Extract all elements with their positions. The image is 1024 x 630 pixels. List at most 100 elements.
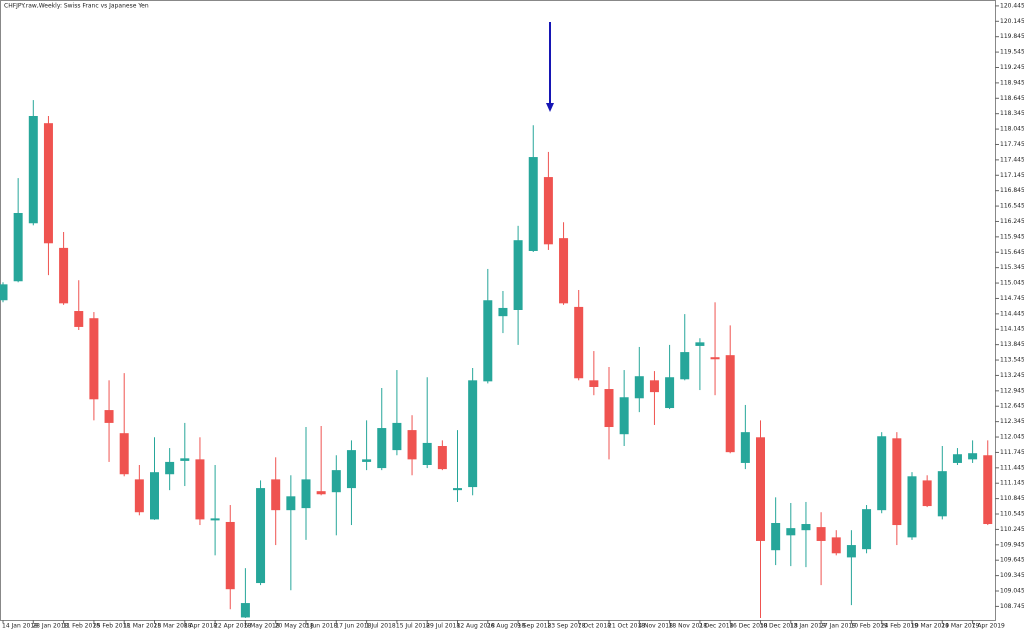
x-tick-label: 26 Aug 2018: [487, 623, 526, 630]
candle-body: [59, 247, 69, 304]
y-tick-label: 115.645: [1000, 249, 1024, 256]
candle-body: [377, 428, 387, 469]
candle-body: [104, 410, 114, 423]
x-tick-label: 2 Dec 2018: [699, 623, 734, 630]
candle-body: [528, 157, 538, 251]
x-tick-label: 18 Nov 2018: [669, 623, 708, 630]
y-tick-label: 111.145: [1000, 480, 1024, 487]
x-tick-label: 9 Sep 2018: [517, 623, 551, 630]
y-tick-label: 119.845: [1000, 33, 1024, 40]
y-tick-label: 114.145: [1000, 326, 1024, 333]
candle-body: [407, 430, 417, 460]
y-tick-label: 109.345: [1000, 572, 1024, 579]
candle-body: [89, 318, 99, 400]
candle-body: [543, 177, 553, 245]
candle-body: [574, 306, 584, 379]
x-tick-label: 3 Jun 2018: [305, 623, 337, 630]
x-tick-label: 23 Sep 2018: [547, 623, 585, 630]
y-tick-label: 110.845: [1000, 495, 1024, 502]
y-tick-label: 118.645: [1000, 95, 1024, 102]
candle-body: [74, 311, 84, 327]
x-tick-label: 13 Jan 2019: [790, 623, 826, 630]
candle-body: [195, 459, 205, 520]
y-tick-label: 118.945: [1000, 79, 1024, 86]
y-tick-label: 117.145: [1000, 172, 1024, 179]
candle-body: [937, 471, 947, 517]
candle-body: [740, 432, 750, 463]
candle-body: [831, 537, 841, 554]
candle-body: [43, 123, 53, 244]
candle-body: [165, 461, 175, 475]
y-tick-label: 119.545: [1000, 49, 1024, 56]
candle-body: [271, 479, 281, 511]
y-tick-label: 119.245: [1000, 64, 1024, 71]
y-tick-label: 111.445: [1000, 464, 1024, 471]
y-tick-label: 117.745: [1000, 141, 1024, 148]
candle-body: [180, 458, 190, 461]
candle-body: [695, 342, 705, 346]
candle-body: [13, 212, 23, 282]
y-tick-label: 112.945: [1000, 387, 1024, 394]
x-tick-label: 7 Oct 2018: [578, 623, 611, 630]
candle-body: [907, 476, 917, 538]
candle-body: [150, 472, 159, 520]
candle-body: [710, 357, 720, 360]
candle-body: [119, 433, 129, 475]
y-tick-label: 112.045: [1000, 434, 1024, 441]
x-tick-label: 30 Dec 2018: [760, 623, 799, 630]
x-tick-label: 28 Jan 2018: [32, 623, 68, 630]
candle-body: [483, 300, 493, 382]
y-tick-label: 116.245: [1000, 218, 1024, 225]
y-tick-label: 114.745: [1000, 295, 1024, 302]
y-tick-label: 111.745: [1000, 449, 1024, 456]
y-tick-label: 109.945: [1000, 541, 1024, 548]
candle-body: [422, 442, 432, 465]
candle-body: [786, 528, 796, 536]
x-tick-label: 24 Mar 2019: [941, 623, 979, 630]
y-tick-label: 112.345: [1000, 418, 1024, 425]
candle-body: [604, 389, 614, 428]
x-tick-label: 12 Aug 2018: [457, 623, 496, 630]
candle-body: [665, 377, 675, 409]
candle-body: [513, 240, 523, 310]
y-tick-label: 116.845: [1000, 187, 1024, 194]
candle-body: [952, 454, 962, 463]
x-tick-label: 6 May 2018: [244, 623, 279, 630]
y-tick-label: 109.045: [1000, 588, 1024, 595]
x-tick-label: 21 Oct 2018: [608, 623, 645, 630]
x-tick-label: 25 Feb 2018: [93, 623, 131, 630]
candle-body: [346, 450, 356, 489]
candle-body: [437, 446, 447, 470]
candle-body: [725, 355, 735, 453]
arrow-annotation: [546, 22, 554, 112]
candle-body: [301, 479, 311, 509]
x-tick-label: 11 Feb 2018: [63, 623, 101, 630]
arrow-head: [546, 103, 554, 112]
x-tick-label: 15 Jul 2018: [396, 623, 430, 630]
x-tick-label: 24 Feb 2019: [881, 623, 919, 630]
candle-body: [28, 115, 38, 224]
x-tick-label: 27 Jan 2019: [820, 623, 856, 630]
candle-body: [801, 524, 811, 531]
plot-frame: [0, 0, 996, 621]
candle-body: [362, 459, 372, 462]
candle-body: [877, 436, 887, 511]
candle-body: [498, 307, 508, 317]
y-tick-label: 116.545: [1000, 203, 1024, 210]
candle-body: [649, 380, 659, 393]
candle-body: [225, 521, 235, 590]
candle-body: [0, 284, 8, 301]
candle-body: [983, 455, 993, 525]
candle-body: [286, 496, 296, 511]
x-tick-label: 7 Apr 2019: [972, 623, 1005, 630]
chart-title: CHFJPY.raw,Weekly: Swiss Franc vs Japane…: [4, 3, 149, 10]
y-tick-label: 114.445: [1000, 310, 1024, 317]
candle-body: [756, 437, 765, 541]
candle-body: [922, 480, 932, 507]
candle-body: [968, 453, 978, 460]
candle-body: [892, 438, 902, 526]
candle-body: [771, 522, 781, 551]
y-tick-label: 113.845: [1000, 341, 1024, 348]
